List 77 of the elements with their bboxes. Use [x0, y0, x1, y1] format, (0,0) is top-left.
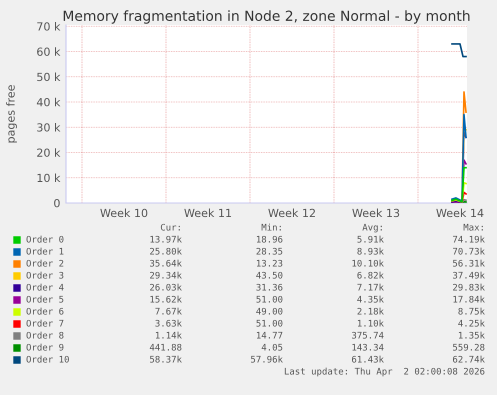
- text: 56.31k: [453, 260, 485, 267]
- text: 7.17k: [357, 284, 384, 291]
- text: Avg:: [362, 224, 382, 232]
- text: 17.84k: [453, 296, 485, 303]
- text: 51.00: [256, 296, 282, 303]
- y-tick-label: 40 k: [36, 98, 60, 106]
- legend-label: Order 2: [26, 260, 64, 267]
- text: 49.00: [256, 308, 282, 315]
- text: 375.74: [352, 332, 384, 339]
- text: 74.19k: [453, 236, 485, 243]
- text: 26.03k: [150, 284, 182, 291]
- y-axis-title: pages free: [6, 85, 17, 142]
- y-tick-label: 0: [54, 198, 60, 208]
- text: Cur:: [160, 224, 180, 231]
- chart-title: Memory fragmentation in Node 2, zone Normal - by month: [64, 10, 470, 24]
- text: 25.80k: [150, 248, 182, 255]
- y-tick-label: 30 k: [37, 123, 60, 132]
- y-tick-label: 50 k: [37, 72, 60, 82]
- legend-label: Order 10: [26, 356, 69, 363]
- text: 28.35: [256, 248, 282, 255]
- text: 8.75k: [458, 308, 485, 315]
- legend-label: Order 9: [26, 344, 64, 351]
- legend-label: Order 7: [26, 320, 64, 327]
- text: 15.62k: [150, 296, 182, 303]
- line-series: [451, 166, 467, 203]
- text: 4.05: [262, 344, 282, 351]
- text: 13.97k: [150, 236, 182, 243]
- text: 35.64k: [150, 260, 182, 267]
- x-tick-label: Week 14: [436, 208, 484, 218]
- text: 6.82k: [357, 272, 384, 279]
- text: 70.73k: [453, 248, 485, 255]
- x-tick-label: Week 13: [352, 208, 400, 218]
- legend-label: Order 4: [26, 284, 64, 291]
- text: 13.23: [256, 260, 282, 267]
- text: 1.35k: [458, 332, 485, 339]
- text: 4.35k: [357, 296, 384, 303]
- y-tick-label: 20 k: [37, 148, 60, 157]
- text: 143.34: [352, 344, 384, 351]
- text: 57.96k: [251, 356, 283, 363]
- text: 2.18k: [357, 308, 384, 315]
- legend-label: Order 0: [26, 236, 64, 243]
- text: 7.67k: [155, 308, 182, 315]
- text: 559.28: [453, 344, 484, 351]
- text: Max:: [464, 224, 483, 231]
- legend-label: Order 5: [26, 296, 64, 303]
- text: 18.96: [256, 236, 282, 243]
- text: 29.34k: [150, 272, 182, 279]
- legend-label: Order 6: [26, 308, 64, 315]
- text: 1.14k: [156, 332, 182, 339]
- text: Last update: Thu Apr 2 02:00:08 2026: [284, 368, 484, 376]
- text: 5.91k: [357, 236, 384, 243]
- y-tick-label: 60 k: [37, 47, 60, 56]
- text: 51.00: [256, 320, 282, 327]
- text: 58.37k: [150, 356, 182, 363]
- text: 31.36: [256, 284, 282, 291]
- text: 62.74k: [452, 356, 485, 363]
- text: 441.88: [150, 344, 182, 351]
- legend-label: Order 1: [26, 248, 64, 255]
- x-tick-label: Week 12: [268, 208, 315, 218]
- text: 1.10k: [358, 320, 384, 327]
- text: 43.50: [256, 272, 282, 279]
- text: 8.93k: [357, 248, 384, 255]
- line-series: [451, 114, 467, 202]
- y-tick-label: 70 k: [37, 22, 60, 31]
- y-tick-label: 10 k: [38, 174, 60, 182]
- text: 29.83k: [453, 284, 485, 291]
- legend-label: Order 8: [26, 332, 64, 339]
- text: Min:: [262, 224, 281, 231]
- text: 61.43k: [352, 356, 384, 363]
- legend-label: Order 3: [26, 272, 64, 279]
- text: 3.63k: [155, 320, 182, 327]
- text: 37.49k: [452, 272, 485, 279]
- text: 4.25k: [458, 320, 485, 327]
- text: 10.10k: [352, 260, 384, 267]
- x-tick-label: Week 11: [184, 208, 232, 218]
- x-tick-label: Week 10: [100, 208, 148, 218]
- text: 14.77: [256, 332, 282, 339]
